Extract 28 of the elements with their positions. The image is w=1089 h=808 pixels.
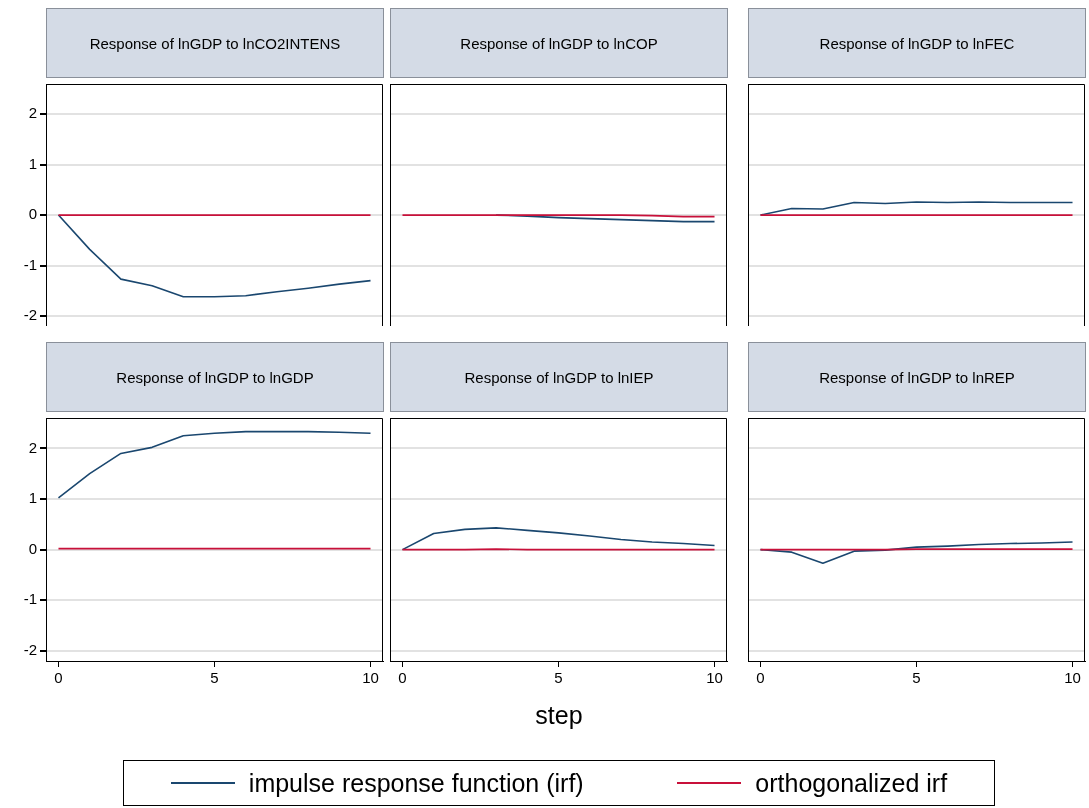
y-tick-label: 0 — [28, 205, 37, 223]
x-axis-title: step — [534, 701, 584, 730]
x-tick-label: 10 — [706, 669, 723, 687]
chart-title: Response of lnGDP to lnGDP — [46, 342, 384, 412]
y-tick-label: 0 — [28, 539, 37, 557]
legend-label: orthogonalized irf — [755, 768, 948, 798]
x-tick-label: 0 — [756, 669, 765, 687]
x-tick-label: 10 — [362, 669, 379, 687]
y-tick-label: -2 — [23, 641, 37, 659]
x-tick-label: 5 — [210, 669, 219, 687]
y-tick-label: 2 — [28, 438, 37, 456]
x-tick-label: 0 — [398, 669, 407, 687]
y-tick-label: 1 — [28, 154, 37, 172]
chart-title: Response of lnGDP to lnREP — [748, 342, 1086, 412]
y-tick-label: -1 — [23, 255, 37, 273]
x-tick-label: 5 — [912, 669, 921, 687]
y-tick-label: 1 — [28, 489, 37, 507]
y-tick-label: -2 — [23, 306, 37, 324]
chart-title: Response of lnGDP to lnCO2INTENS — [46, 8, 384, 78]
chart-title: Response of lnGDP to lnCOP — [390, 8, 728, 78]
chart-title: Response of lnGDP to lnFEC — [748, 8, 1086, 78]
x-tick-label: 0 — [54, 669, 63, 687]
y-tick-label: -1 — [23, 590, 37, 608]
x-tick-label: 5 — [554, 669, 563, 687]
legend-label: impulse response function (irf) — [248, 768, 584, 798]
chart-title: Response of lnGDP to lnIEP — [390, 342, 728, 412]
y-tick-label: 2 — [28, 104, 37, 122]
x-tick-label: 10 — [1064, 669, 1081, 687]
